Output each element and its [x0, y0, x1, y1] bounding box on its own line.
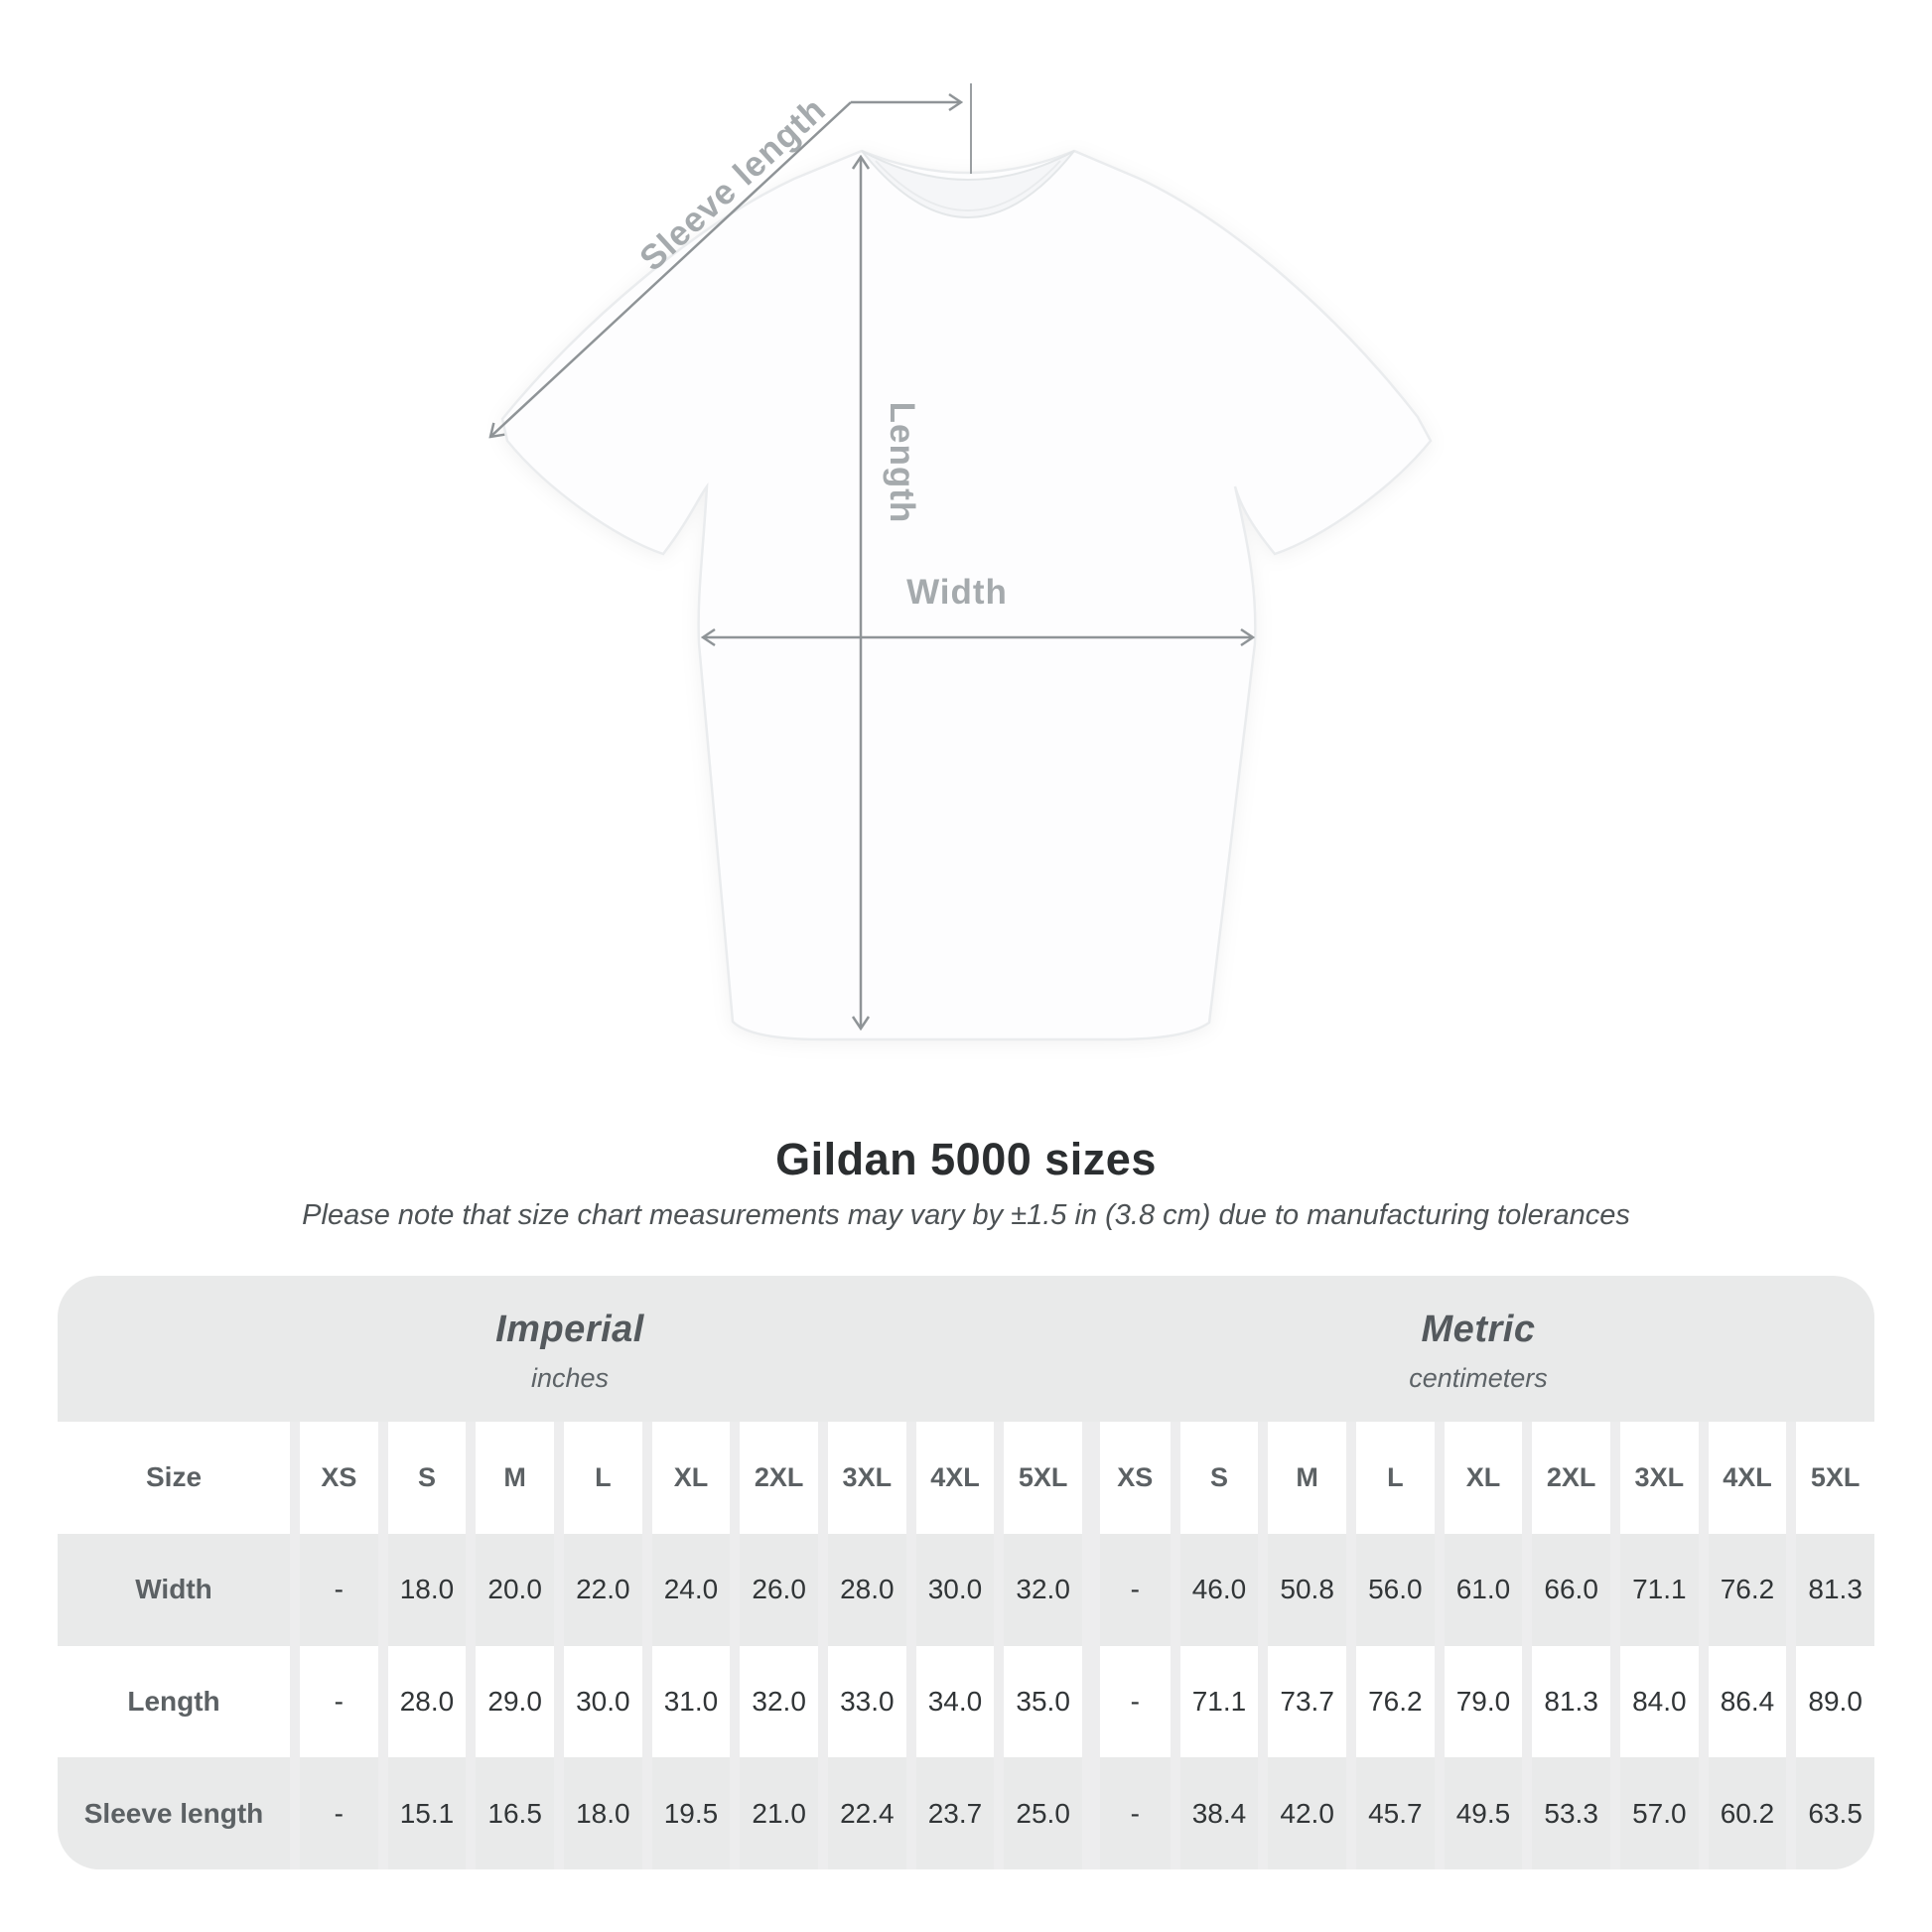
value-imperial-4xl: 23.7 [905, 1757, 995, 1869]
page-title: Gildan 5000 sizes [775, 1134, 1157, 1184]
sleeve-length-arrow [490, 101, 852, 437]
value-imperial-2xl: 26.0 [730, 1533, 818, 1646]
value-imperial-xs: - [290, 1757, 378, 1869]
value-imperial-xl: 31.0 [641, 1645, 731, 1758]
value-metric-s: 46.0 [1170, 1533, 1259, 1646]
value-metric-m: 42.0 [1258, 1757, 1346, 1869]
size-header-metric-m: M [1258, 1422, 1346, 1534]
row-label: Width [135, 1574, 212, 1605]
row-label: Sleeve length [83, 1797, 264, 1829]
table-header-row: Size XS S M L XL 2XL 3XL 4XL 5XL XS S M L XL 2XL 3XL 4XL 5… [58, 1422, 1874, 1534]
value-metric-xl: 61.0 [1434, 1533, 1523, 1646]
size-header-imperial-3xl: 3XL [817, 1422, 906, 1534]
value-imperial-s: 28.0 [377, 1645, 467, 1758]
value-metric-l: 56.0 [1345, 1533, 1435, 1646]
value-imperial-l: 22.0 [553, 1533, 642, 1646]
size-header-imperial-xl: XL [641, 1422, 731, 1534]
tshirt-graphic [500, 149, 1433, 1041]
value-imperial-3xl: 33.0 [817, 1645, 906, 1758]
width-label: Width [906, 573, 1008, 612]
value-metric-m: 50.8 [1258, 1533, 1346, 1646]
value-imperial-2xl: 21.0 [730, 1757, 818, 1869]
size-header-metric-4xl: 4XL [1698, 1422, 1787, 1534]
value-metric-2xl: 66.0 [1522, 1533, 1610, 1646]
table-row: Sleeve length -15.1 16.5 18.0 19.5 21.0 22.4 23… [58, 1757, 1874, 1869]
value-metric-l: 45.7 [1345, 1757, 1435, 1869]
value-metric-3xl: 57.0 [1609, 1757, 1699, 1869]
value-metric-s: 38.4 [1170, 1757, 1259, 1869]
value-metric-xs: - [1081, 1757, 1171, 1869]
imperial-label: Imperial [495, 1308, 644, 1350]
length-label: Length [883, 402, 921, 524]
value-metric-4xl: 76.2 [1698, 1533, 1787, 1646]
value-imperial-4xl: 30.0 [905, 1533, 995, 1646]
value-metric-m: 73.7 [1258, 1645, 1346, 1758]
size-header-metric-s: S [1170, 1422, 1259, 1534]
value-metric-xl: 79.0 [1434, 1645, 1523, 1758]
value-metric-3xl: 71.1 [1609, 1533, 1699, 1646]
table-row: Length -28.0 29.0 30.0 31.0 32.0 33.0 34.0 35.0-… [58, 1645, 1874, 1758]
value-imperial-xs: - [290, 1533, 378, 1646]
value-imperial-5xl: 32.0 [994, 1533, 1082, 1646]
value-metric-5xl: 81.3 [1786, 1533, 1874, 1646]
value-metric-2xl: 53.3 [1522, 1757, 1610, 1869]
metric-label: Metric [1421, 1308, 1536, 1350]
value-imperial-5xl: 25.0 [994, 1757, 1082, 1869]
tshirt-diagram: Sleeve length Length Width [0, 83, 1433, 1041]
value-imperial-2xl: 32.0 [730, 1645, 818, 1758]
value-metric-s: 71.1 [1170, 1645, 1259, 1758]
value-metric-xs: - [1081, 1645, 1171, 1758]
value-imperial-3xl: 28.0 [817, 1533, 906, 1646]
value-imperial-s: 15.1 [377, 1757, 467, 1869]
value-imperial-xs: - [290, 1645, 378, 1758]
size-header-imperial-5xl: 5XL [994, 1422, 1082, 1534]
value-imperial-l: 18.0 [553, 1757, 642, 1869]
value-metric-5xl: 89.0 [1786, 1645, 1874, 1758]
size-column-header: Size [145, 1461, 203, 1493]
unit-group-imperial: Imperial inches [58, 1276, 1082, 1422]
size-header-metric-xl: XL [1434, 1422, 1523, 1534]
tshirt-collar [861, 150, 1075, 218]
size-header-imperial-xs: XS [290, 1422, 378, 1534]
value-metric-l: 76.2 [1345, 1645, 1435, 1758]
value-imperial-m: 20.0 [466, 1533, 554, 1646]
value-imperial-s: 18.0 [377, 1533, 467, 1646]
value-imperial-3xl: 22.4 [817, 1757, 906, 1869]
size-header-imperial-m: M [466, 1422, 554, 1534]
metric-unit-label: centimeters [1409, 1362, 1548, 1393]
value-metric-4xl: 60.2 [1698, 1757, 1787, 1869]
value-imperial-5xl: 35.0 [994, 1645, 1082, 1758]
value-metric-5xl: 63.5 [1786, 1757, 1874, 1869]
row-label: Length [127, 1685, 220, 1717]
size-header-imperial-2xl: 2XL [730, 1422, 818, 1534]
value-imperial-xl: 19.5 [641, 1757, 731, 1869]
value-imperial-xl: 24.0 [641, 1533, 731, 1646]
size-header-metric-5xl: 5XL [1786, 1422, 1874, 1534]
table-row: Width -18.0 20.0 22.0 24.0 26.0 28.0 30.0 32.0-4… [58, 1533, 1874, 1646]
value-metric-xl: 49.5 [1434, 1757, 1523, 1869]
size-header-imperial-4xl: 4XL [905, 1422, 995, 1534]
imperial-unit-label: inches [530, 1362, 610, 1393]
size-header-metric-3xl: 3XL [1609, 1422, 1699, 1534]
size-header-metric-l: L [1345, 1422, 1435, 1534]
size-chart-table: Imperial inches Metric centimeters Size X… [58, 1276, 1874, 1869]
tshirt-collar-band [875, 160, 1061, 211]
value-imperial-4xl: 34.0 [905, 1645, 995, 1758]
value-metric-xs: - [1081, 1533, 1171, 1646]
value-imperial-l: 30.0 [553, 1645, 642, 1758]
unit-header-row: Imperial inches Metric centimeters [58, 1276, 1874, 1422]
tolerance-note: Please note that size chart measurements… [302, 1199, 1630, 1231]
size-header-imperial-l: L [553, 1422, 642, 1534]
size-header-metric-2xl: 2XL [1522, 1422, 1610, 1534]
value-metric-3xl: 84.0 [1609, 1645, 1699, 1758]
value-imperial-m: 16.5 [466, 1757, 554, 1869]
value-metric-4xl: 86.4 [1698, 1645, 1787, 1758]
size-header-metric-xs: XS [1081, 1422, 1171, 1534]
value-imperial-m: 29.0 [466, 1645, 554, 1758]
size-header-imperial-s: S [377, 1422, 467, 1534]
unit-group-metric: Metric centimeters [1082, 1276, 1874, 1422]
value-metric-2xl: 81.3 [1522, 1645, 1610, 1758]
